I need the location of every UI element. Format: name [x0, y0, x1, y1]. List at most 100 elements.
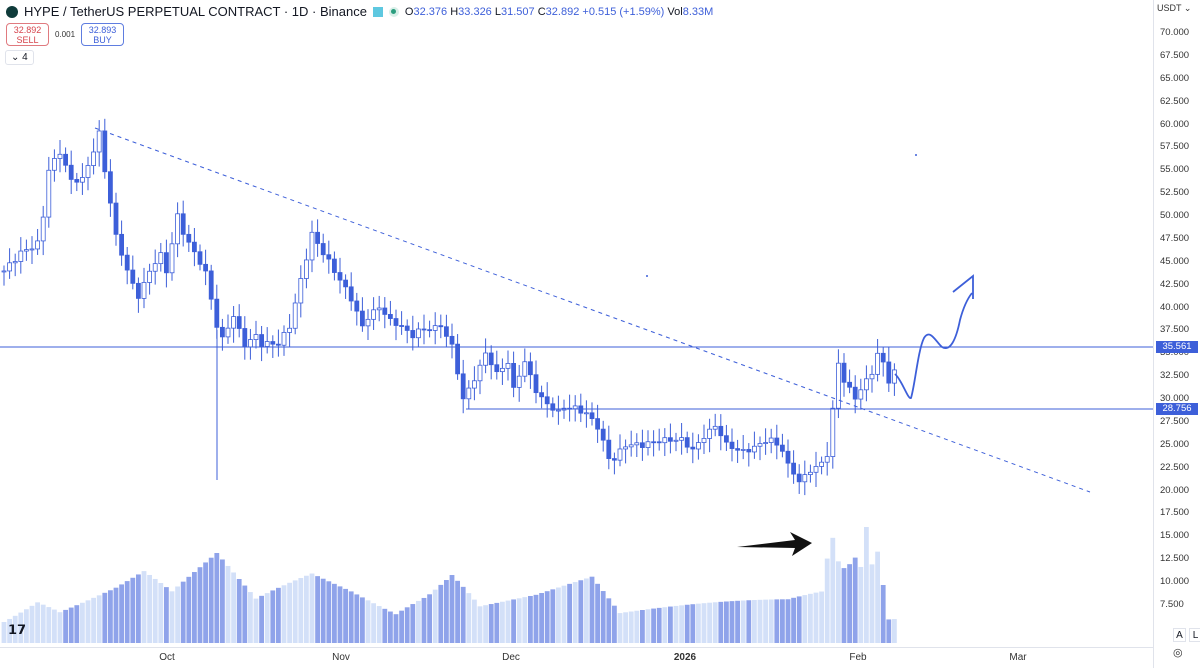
volume-bar	[819, 591, 824, 643]
symbol-logo-icon	[6, 5, 18, 18]
volume-bar	[52, 609, 57, 643]
currency-select[interactable]: USDT ⌄	[1157, 3, 1192, 13]
volume-bar	[124, 581, 130, 643]
candle	[303, 248, 309, 289]
price-tick: 25.000	[1160, 438, 1190, 450]
candle	[813, 451, 819, 487]
volume-bar	[102, 592, 108, 643]
symbol-title[interactable]: HYPE / TetherUS PERPETUAL CONTRACT · 1D …	[24, 4, 367, 19]
buy-button[interactable]: 32.893 BUY	[81, 23, 125, 46]
volume-bar	[600, 591, 606, 643]
candle	[91, 138, 96, 175]
candle	[359, 297, 365, 332]
candle	[298, 265, 304, 318]
volume-bar	[656, 607, 662, 643]
candle	[108, 159, 113, 217]
volume-bar	[152, 578, 158, 643]
log-scale-button[interactable]: L	[1189, 628, 1200, 642]
volume-bar	[472, 599, 477, 643]
volume-bar	[85, 600, 91, 643]
candle	[572, 395, 578, 422]
ohlc-values: O32.376 H33.326 L31.507 C32.892 +0.515 (…	[404, 5, 714, 18]
candle	[729, 428, 735, 462]
candle	[197, 244, 203, 271]
candle	[399, 311, 405, 335]
volume-bar	[382, 608, 388, 643]
volume-bar	[578, 580, 584, 643]
candle	[393, 309, 399, 341]
price-tick: 70.000	[1160, 27, 1190, 38]
candle	[841, 353, 847, 397]
flag-icon[interactable]	[372, 6, 383, 17]
volume-bar	[628, 611, 634, 643]
volume-bar	[365, 600, 371, 643]
settings-eye-icon[interactable]: ◎	[1173, 647, 1183, 659]
volume-bar	[432, 589, 438, 643]
candle	[387, 300, 393, 326]
projection-drawing[interactable]	[894, 274, 974, 399]
volume-bar	[880, 585, 886, 643]
volume-bar	[645, 609, 651, 643]
tradingview-logo[interactable]: 𝟭𝟳	[8, 622, 27, 637]
price-tick: 67.500	[1160, 49, 1190, 61]
volume-bar	[712, 602, 718, 643]
volume-bar	[281, 585, 287, 643]
candle	[236, 304, 242, 338]
candle	[628, 430, 634, 457]
price-tick: 57.500	[1160, 141, 1190, 153]
candles	[1, 118, 897, 496]
downtrend-line[interactable]	[94, 127, 1091, 493]
volume-bar	[460, 586, 466, 643]
trade-panel: 32.892 SELL 0.001 32.893 BUY	[6, 23, 125, 46]
volume-bar	[505, 600, 511, 643]
candle	[673, 432, 679, 452]
volume-bar	[679, 605, 684, 643]
candle	[600, 420, 606, 452]
volume-bar	[612, 605, 617, 643]
volume-bar	[528, 595, 533, 643]
price-tick: 65.000	[1160, 72, 1190, 84]
candle	[847, 369, 852, 394]
volume-bar	[875, 551, 880, 643]
price-tick: 60.000	[1160, 118, 1190, 130]
candle	[864, 365, 869, 402]
volume-bar	[640, 610, 645, 643]
candle	[471, 366, 477, 401]
volume-bar	[326, 581, 332, 643]
volume-bar	[147, 574, 152, 643]
volume-bar	[169, 591, 175, 643]
volume-bar	[561, 585, 567, 643]
candle	[102, 118, 108, 179]
time-axis[interactable]: Oct Nov Dec 2026 Feb Mar	[0, 647, 1153, 668]
sell-button[interactable]: 32.892 SELL	[6, 23, 49, 46]
price-tick: 52.500	[1160, 187, 1190, 199]
arrow-annotation[interactable]	[737, 532, 812, 556]
candle	[718, 414, 724, 451]
volume-bar	[477, 606, 483, 643]
volume-bar	[108, 590, 113, 643]
candle	[651, 430, 656, 457]
volume-bar	[466, 593, 472, 643]
candle	[203, 249, 209, 286]
candle	[331, 251, 337, 281]
volume-bar	[796, 596, 802, 643]
candle	[186, 224, 192, 252]
candle	[180, 200, 186, 247]
volume-bar	[287, 582, 292, 643]
candle	[528, 352, 533, 389]
volume-bar	[96, 595, 102, 643]
volume-bar	[18, 612, 24, 643]
indicators-toggle[interactable]: ⌄ 4	[5, 50, 34, 65]
price-axis[interactable]: USDT ⌄ 70.000 67.500 65.000 62.500 60.000 57.…	[1153, 0, 1200, 668]
candle	[578, 393, 584, 423]
auto-scale-button[interactable]: A	[1173, 628, 1186, 642]
volume-bar	[427, 594, 432, 643]
price-chart[interactable]	[0, 0, 1153, 647]
candle	[404, 319, 410, 344]
volume-bar	[438, 584, 444, 643]
volume-bar	[119, 584, 124, 643]
candle	[96, 120, 102, 167]
volume-bar	[136, 574, 141, 643]
volume-bar	[410, 604, 416, 643]
candle	[152, 249, 158, 285]
